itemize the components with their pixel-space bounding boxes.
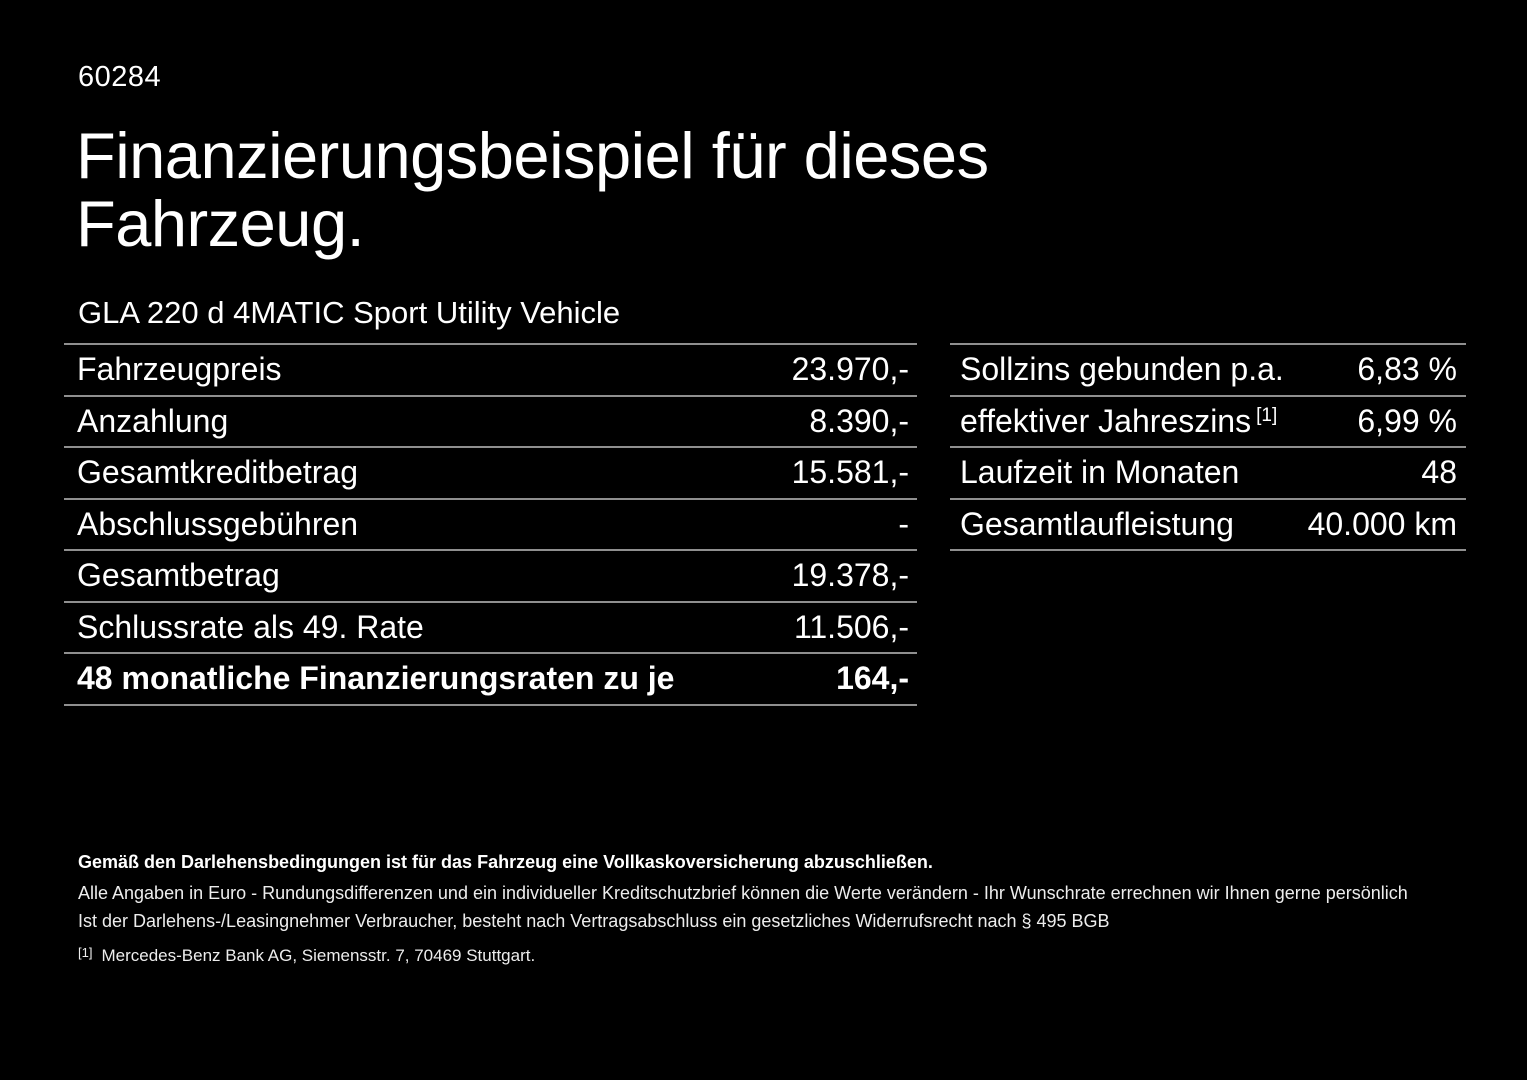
row-value: 19.378,- (791, 557, 909, 594)
row-label: effektiver Jahreszins [1] (960, 403, 1277, 440)
table-row-laufzeit: Laufzeit in Monaten 48 (950, 446, 1466, 498)
row-label: Laufzeit in Monaten (960, 454, 1240, 491)
insurance-note: Gemäß den Darlehensbedingungen ist für d… (78, 852, 933, 872)
table-row-gesamtkreditbetrag: Gesamtkreditbetrag 15.581,- (64, 446, 917, 498)
row-value: 23.970,- (791, 351, 909, 388)
footnote-reference: [1] (1256, 404, 1278, 426)
document-id: 60284 (78, 61, 162, 93)
table-row-effektiver-jahreszins: effektiver Jahreszins [1] 6,99 % (950, 394, 1466, 447)
footnote: [1] Mercedes-Benz Bank AG, Siemensstr. 7,… (78, 945, 1498, 966)
row-value: 11.506,- (793, 608, 909, 645)
table-row-sollzins: Sollzins gebunden p.a. 6,83 % (950, 343, 1466, 395)
table-row-anzahlung: Anzahlung 8.390,- (64, 394, 917, 447)
row-value: 6,83 % (1357, 351, 1457, 388)
row-value: 15.581,- (791, 454, 909, 491)
row-label: Abschlussgebühren (77, 505, 359, 542)
finance-table: Fahrzeugpreis 23.970,- Anzahlung 8.390,-… (64, 343, 917, 706)
disclaimer-line-1: Alle Angaben in Euro - Rundungsdifferenz… (78, 882, 1408, 903)
row-value: 40.000 km (1307, 505, 1457, 542)
disclaimer-line-2: Ist der Darlehens-/Leasingnehmer Verbrau… (78, 911, 1110, 932)
row-label: 48 monatliche Finanzierungsraten zu je (77, 660, 675, 697)
row-value: 48 (1421, 454, 1457, 491)
vehicle-model: GLA 220 d 4MATIC Sport Utility Vehicle (78, 295, 621, 330)
row-label: Schlussrate als 49. Rate (77, 608, 424, 645)
table-row-gesamtlaufleistung: Gesamtlaufleistung 40.000 km (950, 497, 1466, 550)
row-value: 6,99 % (1357, 402, 1457, 439)
page-title: Finanzierungsbeispiel für dieses Fahrzeu… (76, 119, 989, 260)
footnote-text: Mercedes-Benz Bank AG, Siemensstr. 7, 70… (101, 946, 536, 966)
row-value: - (898, 505, 909, 542)
table-row-gesamtbetrag: Gesamtbetrag 19.378,- (64, 549, 917, 601)
row-label-text: effektiver Jahreszins (960, 402, 1252, 439)
row-value: 164,- (836, 660, 909, 697)
row-label: Gesamtlaufleistung (960, 505, 1234, 542)
table-row-fahrzeugpreis: Fahrzeugpreis 23.970,- (64, 343, 917, 395)
table-row-monatsrate: 48 monatliche Finanzierungsraten zu je 1… (64, 652, 917, 704)
table-row-abschlussgebuehren: Abschlussgebühren - (64, 497, 917, 550)
row-label: Gesamtbetrag (77, 557, 280, 594)
row-label: Fahrzeugpreis (77, 351, 282, 388)
conditions-table: Sollzins gebunden p.a. 6,83 % effektiver… (950, 343, 1466, 551)
row-label: Anzahlung (77, 402, 229, 439)
row-label: Gesamtkreditbetrag (77, 454, 359, 491)
row-value: 8.390,- (809, 402, 909, 439)
table-row-schlussrate: Schlussrate als 49. Rate 11.506,- (64, 600, 917, 653)
row-label: Sollzins gebunden p.a. (960, 351, 1284, 388)
footer: Gemäß den Darlehensbedingungen ist für d… (78, 852, 1498, 966)
footnote-marker: [1] (78, 945, 93, 961)
